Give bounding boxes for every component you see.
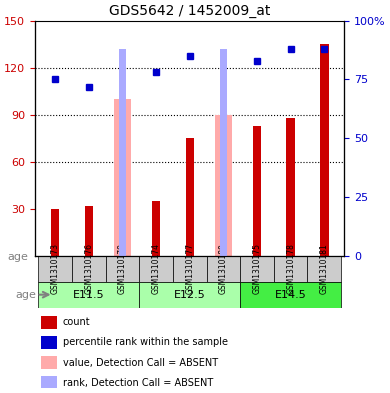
Text: GSM1310173: GSM1310173 [51,243,60,294]
Text: GSM1310174: GSM1310174 [152,243,161,294]
Bar [41,356,57,369]
FancyBboxPatch shape [38,256,72,282]
Bar [41,376,57,389]
FancyBboxPatch shape [173,256,207,282]
Text: count: count [63,317,90,327]
Text: E11.5: E11.5 [73,290,105,300]
Bar [41,336,57,349]
Bar [253,126,261,256]
Text: percentile rank within the sample: percentile rank within the sample [63,337,228,347]
Text: GSM1310176: GSM1310176 [84,243,93,294]
Text: E14.5: E14.5 [275,290,307,300]
Text: rank, Detection Call = ABSENT: rank, Detection Call = ABSENT [63,378,213,388]
Bar [320,44,328,256]
Bar [287,118,295,256]
Text: GSM1310175: GSM1310175 [253,243,262,294]
Bar [51,209,59,256]
FancyBboxPatch shape [274,256,307,282]
Text: GSM1310180: GSM1310180 [219,244,228,294]
Bar [215,115,232,256]
FancyBboxPatch shape [240,282,341,308]
FancyBboxPatch shape [38,282,139,308]
Text: E12.5: E12.5 [174,290,206,300]
Title: GDS5642 / 1452009_at: GDS5642 / 1452009_at [109,4,270,18]
FancyBboxPatch shape [139,282,240,308]
Text: age: age [8,252,29,263]
Bar [119,49,126,256]
FancyBboxPatch shape [307,256,341,282]
Text: GSM1310179: GSM1310179 [118,243,127,294]
FancyBboxPatch shape [207,256,240,282]
FancyBboxPatch shape [106,256,139,282]
Text: GSM1310181: GSM1310181 [320,244,329,294]
Text: GSM1310178: GSM1310178 [286,244,295,294]
Bar [152,201,160,256]
FancyBboxPatch shape [139,256,173,282]
Bar [114,99,131,256]
Text: value, Detection Call = ABSENT: value, Detection Call = ABSENT [63,358,218,367]
FancyBboxPatch shape [240,256,274,282]
Bar [41,316,57,329]
Bar [186,138,194,256]
Text: GSM1310177: GSM1310177 [185,243,194,294]
Bar [85,206,93,256]
Bar [220,49,227,256]
FancyBboxPatch shape [72,256,106,282]
Text: age: age [16,290,37,300]
